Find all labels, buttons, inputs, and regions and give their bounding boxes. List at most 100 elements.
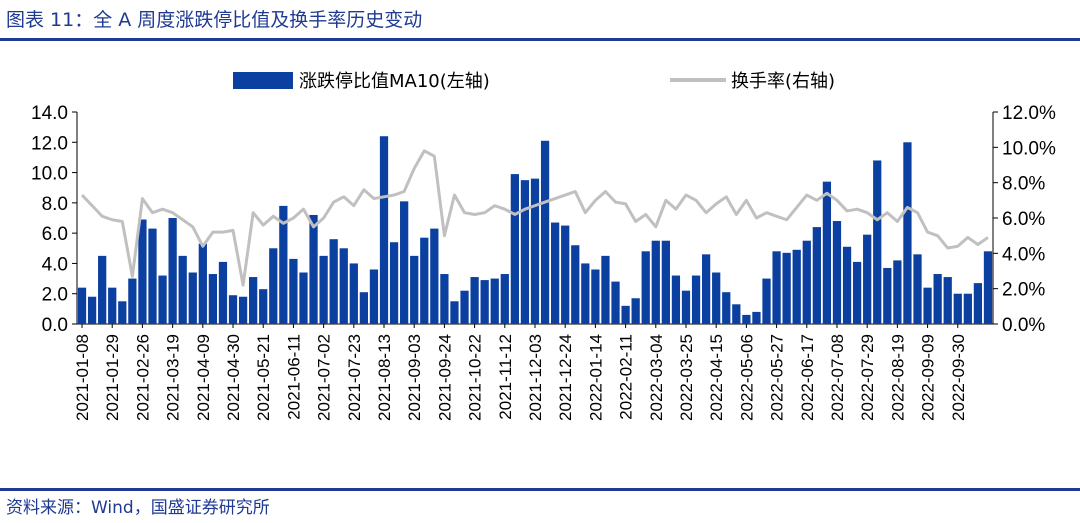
legend-line-label: 换手率(右轴) — [731, 71, 835, 92]
bar — [732, 304, 741, 324]
bar — [842, 246, 852, 324]
bar — [339, 248, 348, 324]
bar — [228, 295, 238, 324]
bar — [832, 221, 842, 324]
bar — [269, 248, 278, 324]
bar — [410, 255, 419, 324]
bar — [953, 293, 962, 324]
x-tick-label: 2021-03-19 — [164, 334, 183, 421]
x-tick-label: 2021-04-09 — [194, 334, 213, 421]
bar — [98, 255, 107, 324]
bar — [420, 237, 429, 324]
bar — [641, 251, 650, 324]
x-tick-label: 2022-05-06 — [737, 334, 756, 421]
x-tick-label: 2022-09-09 — [919, 334, 938, 421]
bar — [198, 243, 207, 324]
bar — [168, 218, 177, 324]
bar-series — [77, 136, 993, 324]
y-right-tick-label: 12.0% — [1002, 103, 1056, 124]
bar — [299, 272, 308, 324]
x-tick-label: 2022-06-17 — [798, 334, 817, 421]
y-right-tick-label: 8.0% — [1002, 174, 1045, 195]
bar — [701, 254, 711, 324]
bar — [883, 267, 892, 324]
bar — [450, 301, 459, 324]
bar — [671, 275, 681, 324]
y-axis-right: 0.0% 2.0% 4.0% 6.0% 8.0% 10.0% 12.0% — [993, 103, 1056, 336]
x-tick-label: 2021-01-29 — [103, 334, 122, 421]
x-tick-label: 2021-12-24 — [556, 334, 575, 421]
bar — [480, 280, 489, 324]
x-tick-label: 2021-09-24 — [435, 334, 454, 421]
bar — [712, 272, 721, 324]
bar — [691, 275, 701, 324]
footer-rule — [0, 488, 1080, 491]
bar — [571, 245, 580, 324]
x-tick-label: 2021-11-12 — [496, 334, 515, 420]
bar — [681, 290, 691, 324]
y-left-tick-label: 2.0 — [42, 285, 68, 306]
bar — [873, 160, 882, 324]
bar — [289, 258, 298, 324]
bar — [208, 274, 218, 324]
x-tick-label: 2021-05-21 — [254, 334, 273, 421]
y-right-tick-label: 4.0% — [1002, 244, 1045, 265]
x-tick-label: 2022-03-04 — [647, 334, 666, 421]
x-tick-label: 2021-02-26 — [133, 334, 152, 421]
bar — [913, 254, 922, 324]
y-left-tick-label: 0.0 — [42, 315, 68, 336]
bar — [551, 222, 560, 324]
bar — [218, 261, 228, 324]
y-right-tick-label: 10.0% — [1002, 138, 1056, 159]
bar — [530, 178, 540, 324]
x-axis: 2021-01-08 2021-01-29 2021-02-26 2021-03-19… — [73, 324, 968, 421]
x-tick-label: 2021-06-11 — [284, 334, 303, 420]
bar — [138, 219, 147, 324]
x-tick-label: 2021-07-23 — [345, 334, 364, 421]
x-tick-label: 2022-03-25 — [677, 334, 696, 421]
bar — [983, 251, 993, 324]
bar — [500, 274, 509, 324]
x-tick-label: 2021-07-02 — [315, 334, 334, 421]
y-left-tick-label: 14.0 — [31, 103, 68, 124]
bar — [611, 281, 620, 324]
bar — [148, 228, 157, 324]
bar — [621, 305, 630, 324]
bar — [178, 255, 187, 324]
bar — [903, 142, 912, 324]
bar — [722, 292, 731, 324]
bar — [460, 290, 469, 324]
bar — [863, 234, 872, 324]
x-tick-label: 2022-07-08 — [828, 334, 847, 421]
bar — [802, 240, 811, 324]
bar — [329, 239, 338, 324]
bar — [782, 252, 791, 324]
bar — [158, 275, 167, 324]
bar — [249, 277, 258, 324]
legend-bar-label: 涨跌停比值MA10(左轴) — [299, 71, 490, 92]
bar — [128, 278, 137, 324]
legend-bar-swatch — [233, 72, 293, 89]
x-tick-label: 2022-09-30 — [949, 334, 968, 421]
bar — [400, 201, 409, 324]
bar — [923, 287, 932, 324]
bar — [389, 242, 399, 324]
bar — [581, 263, 590, 324]
bar — [520, 180, 530, 324]
bar — [893, 260, 902, 324]
bar — [470, 277, 479, 324]
x-tick-label: 2021-04-30 — [224, 334, 243, 421]
chart-title: 图表 11：全 A 周度涨跌停比值及换手率历史变动 — [6, 9, 423, 31]
bar — [430, 228, 439, 324]
y-right-tick-label: 6.0% — [1002, 209, 1045, 230]
x-tick-label: 2022-04-15 — [707, 334, 726, 421]
title-rule — [0, 38, 1080, 41]
bar — [973, 283, 983, 324]
bar — [369, 269, 379, 324]
y-left-tick-label: 6.0 — [42, 224, 68, 245]
bar — [118, 301, 127, 324]
bar — [661, 240, 670, 324]
y-left-tick-label: 8.0 — [42, 194, 68, 215]
y-axis-left: 0.0 2.0 4.0 6.0 8.0 10.0 12.0 14.0 — [31, 103, 77, 336]
bar — [852, 261, 862, 324]
